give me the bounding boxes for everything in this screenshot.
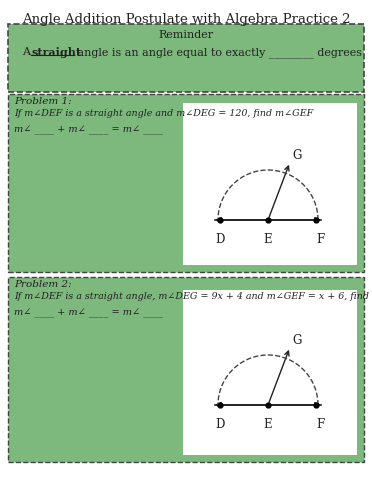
Text: E: E [264,233,272,246]
Text: If m∠DEF is a straight angle, m∠DEG = 9x + 4 and m∠GEF = x + 6, find x: If m∠DEF is a straight angle, m∠DEG = 9x… [14,292,372,301]
Text: A: A [22,47,33,57]
FancyBboxPatch shape [183,290,357,455]
Text: F: F [316,233,324,246]
Text: If m∠DEF is a straight angle and m∠DEG = 120, find m∠GEF: If m∠DEF is a straight angle and m∠DEG =… [14,109,313,118]
FancyBboxPatch shape [8,24,364,92]
Text: D: D [215,233,225,246]
Text: Reminder: Reminder [158,30,214,40]
Text: F: F [316,418,324,431]
Text: Problem 2:: Problem 2: [14,280,72,289]
Text: straight: straight [31,47,81,58]
Text: angle is an angle equal to exactly ________ degrees: angle is an angle equal to exactly _____… [74,47,362,58]
Text: Angle Addition Postulate with Algebra Practice 2: Angle Addition Postulate with Algebra Pr… [22,13,350,26]
FancyBboxPatch shape [183,103,357,265]
Text: Problem 1:: Problem 1: [14,97,72,106]
Text: m∠ ____ + m∠ ____ = m∠ ____: m∠ ____ + m∠ ____ = m∠ ____ [14,126,163,135]
FancyBboxPatch shape [8,277,364,462]
Text: m∠ ____ + m∠ ____ = m∠ ____: m∠ ____ + m∠ ____ = m∠ ____ [14,309,163,318]
Text: E: E [264,418,272,431]
Text: G: G [292,149,302,162]
FancyBboxPatch shape [8,94,364,272]
Text: D: D [215,418,225,431]
Text: G: G [292,334,302,347]
